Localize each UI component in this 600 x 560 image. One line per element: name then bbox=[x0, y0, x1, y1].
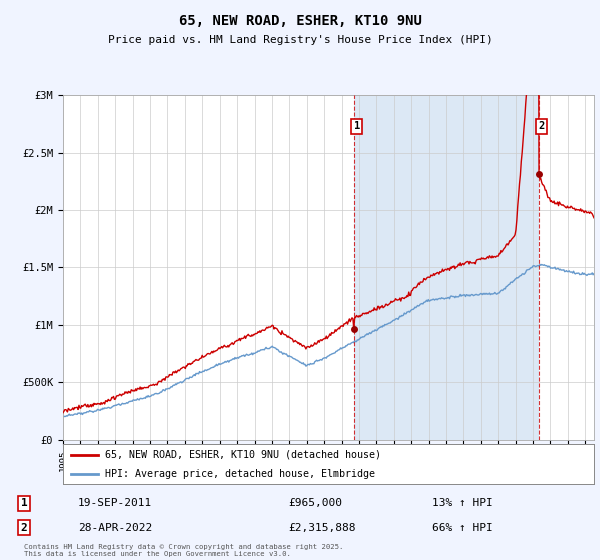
Text: 28-APR-2022: 28-APR-2022 bbox=[78, 522, 152, 533]
Text: Price paid vs. HM Land Registry's House Price Index (HPI): Price paid vs. HM Land Registry's House … bbox=[107, 35, 493, 45]
Text: £965,000: £965,000 bbox=[288, 498, 342, 508]
Text: 66% ↑ HPI: 66% ↑ HPI bbox=[432, 522, 493, 533]
Text: 2: 2 bbox=[20, 522, 28, 533]
Text: £2,315,888: £2,315,888 bbox=[288, 522, 355, 533]
Text: 65, NEW ROAD, ESHER, KT10 9NU: 65, NEW ROAD, ESHER, KT10 9NU bbox=[179, 14, 421, 28]
Text: 19-SEP-2011: 19-SEP-2011 bbox=[78, 498, 152, 508]
Text: 2: 2 bbox=[538, 121, 544, 131]
Text: Contains HM Land Registry data © Crown copyright and database right 2025.
This d: Contains HM Land Registry data © Crown c… bbox=[24, 544, 343, 557]
Text: 1: 1 bbox=[353, 121, 360, 131]
Text: 13% ↑ HPI: 13% ↑ HPI bbox=[432, 498, 493, 508]
Bar bbox=[354, 95, 539, 440]
Text: 1: 1 bbox=[20, 498, 28, 508]
Text: HPI: Average price, detached house, Elmbridge: HPI: Average price, detached house, Elmb… bbox=[106, 469, 376, 478]
Text: 65, NEW ROAD, ESHER, KT10 9NU (detached house): 65, NEW ROAD, ESHER, KT10 9NU (detached … bbox=[106, 450, 382, 460]
